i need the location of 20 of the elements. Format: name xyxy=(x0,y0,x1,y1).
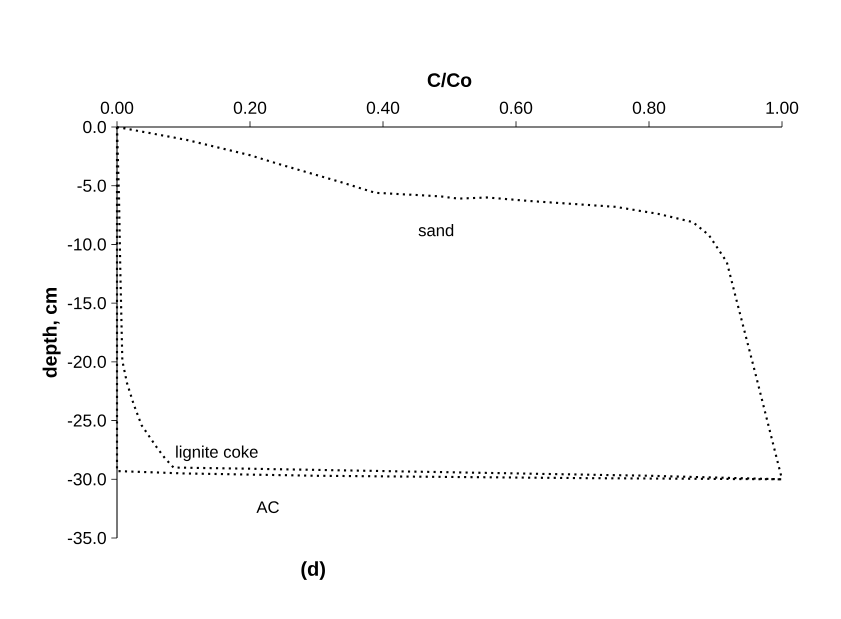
y-tick-label: -25.0 xyxy=(68,414,106,427)
series-label: AC xyxy=(256,501,279,514)
text: (d) xyxy=(301,561,325,580)
x-tick-label: 0.40 xyxy=(366,102,400,114)
y-tick-label: 0.0 xyxy=(83,120,106,134)
y-tick-label: -5.0 xyxy=(78,180,106,192)
y-tick-label: -30.0 xyxy=(68,473,106,486)
y-axis-title: depth, cm xyxy=(42,288,61,378)
x-axis-title: C/Co xyxy=(428,72,472,88)
series-label: lignite coke xyxy=(176,446,258,462)
y-tick-label: -35.0 xyxy=(68,532,106,544)
y-tick-label: -20.0 xyxy=(68,356,106,368)
x-tick-label: 0.60 xyxy=(500,102,532,114)
x-tick-label: 0.20 xyxy=(234,102,266,114)
y-tick-label: -15.0 xyxy=(68,297,106,310)
y-tick-label: -10.0 xyxy=(68,238,106,251)
x-tick-label: 1.00 xyxy=(766,102,798,114)
x-tick-label: 0.80 xyxy=(632,102,666,114)
series-label: sand xyxy=(418,224,454,236)
x-tick-label: 0.00 xyxy=(100,102,134,114)
